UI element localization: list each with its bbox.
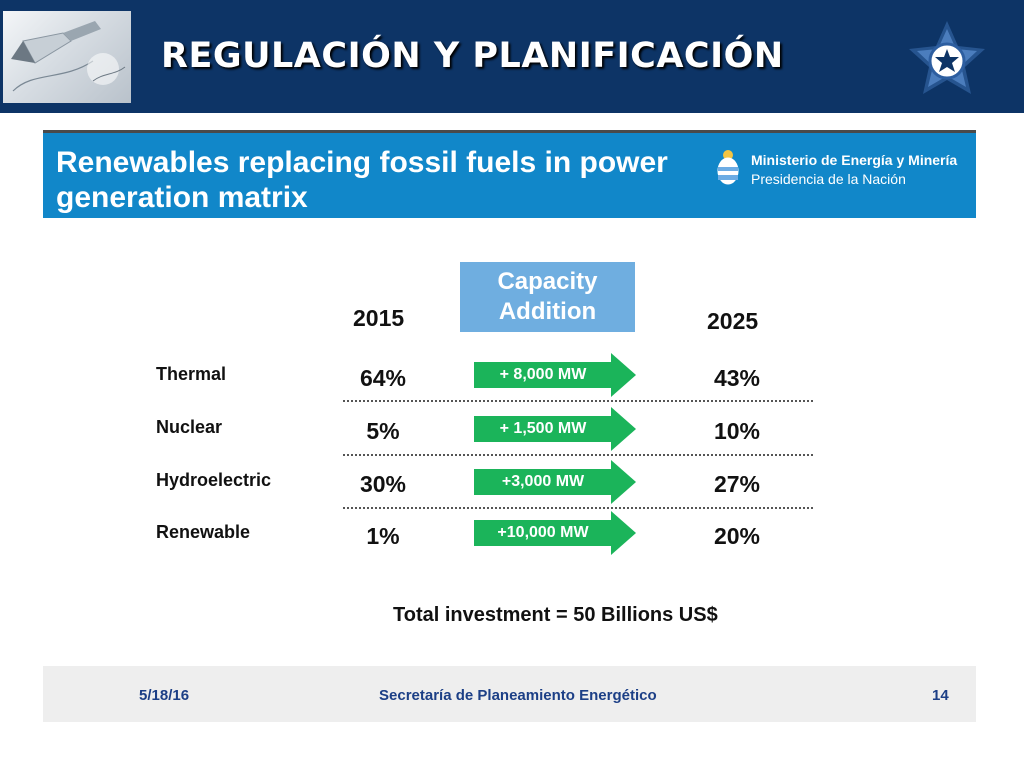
- capacity-addition-header: Capacity Addition: [460, 262, 635, 332]
- addition-arrow-thermal: + 8,000 MW: [474, 353, 636, 397]
- addition-arrow-hydroelectric: +3,000 MW: [474, 460, 636, 504]
- slide-heading: Renewables replacing fossil fuels in pow…: [56, 146, 668, 214]
- presidency-name: Presidencia de la Nación: [751, 171, 906, 187]
- share-2025-nuclear: 10%: [713, 418, 761, 444]
- page-number: 14: [932, 687, 949, 704]
- row-label-nuclear: Nuclear: [156, 417, 223, 437]
- ministry-logo: Ministerio de Energía y Minería Presiden…: [716, 147, 966, 187]
- share-2025-hydroelectric: 27%: [713, 471, 761, 497]
- row-label-renewable: Renewable: [156, 522, 251, 542]
- row-divider: [343, 507, 813, 509]
- addition-thermal: + 8,000 MW: [499, 366, 587, 383]
- row-label-thermal: Thermal: [156, 364, 227, 384]
- addition-arrow-nuclear: + 1,500 MW: [474, 407, 636, 451]
- fountain-pen-photo: [3, 11, 131, 103]
- addition-renewable: +10,000 MW: [497, 524, 589, 541]
- header-band: REGULACIÓN Y PLANIFICACIÓN: [0, 0, 1024, 113]
- row-divider: [343, 400, 813, 402]
- share-2015-renewable: 1%: [366, 523, 400, 549]
- banner-top-rule: [43, 130, 976, 133]
- footer-department: Secretaría de Planeamiento Energético: [379, 687, 657, 704]
- addition-nuclear: + 1,500 MW: [499, 420, 587, 437]
- share-2015-hydroelectric: 30%: [359, 471, 407, 497]
- footer-date: 5/18/16: [139, 687, 190, 704]
- share-2025-thermal: 43%: [713, 365, 761, 391]
- arrow-shaft: [474, 362, 612, 388]
- addition-arrow-renewable: +10,000 MW: [474, 511, 636, 555]
- arrow-shaft: [474, 416, 612, 442]
- addition-hydroelectric: +3,000 MW: [501, 473, 585, 490]
- page-title: REGULACIÓN Y PLANIFICACIÓN: [161, 36, 784, 76]
- ministry-name: Ministerio de Energía y Minería: [751, 152, 958, 168]
- total-investment: Total investment = 50 Billions US$: [393, 604, 718, 626]
- share-2015-thermal: 64%: [359, 365, 407, 391]
- arrow-shaft: [474, 469, 612, 495]
- row-label-hydroelectric: Hydroelectric: [156, 470, 272, 490]
- pen-icon: [11, 21, 126, 92]
- arrow-shaft: [474, 520, 612, 546]
- slide-footer: 5/18/16 Secretaría de Planeamiento Energ…: [43, 666, 976, 722]
- share-2025-renewable: 20%: [713, 523, 761, 549]
- year-2015-header: 2015: [353, 305, 405, 331]
- star-emblem-icon: [909, 21, 985, 94]
- arrow-head-icon: [611, 353, 636, 397]
- coat-of-arms-icon: [717, 150, 739, 185]
- row-divider: [343, 454, 813, 456]
- year-2025-header: 2025: [707, 308, 759, 334]
- arrow-head-icon: [611, 407, 636, 451]
- arrow-head-icon: [611, 511, 636, 555]
- arrow-head-icon: [611, 460, 636, 504]
- share-2015-nuclear: 5%: [366, 418, 400, 444]
- slide-title-banner: Renewables replacing fossil fuels in pow…: [43, 133, 976, 218]
